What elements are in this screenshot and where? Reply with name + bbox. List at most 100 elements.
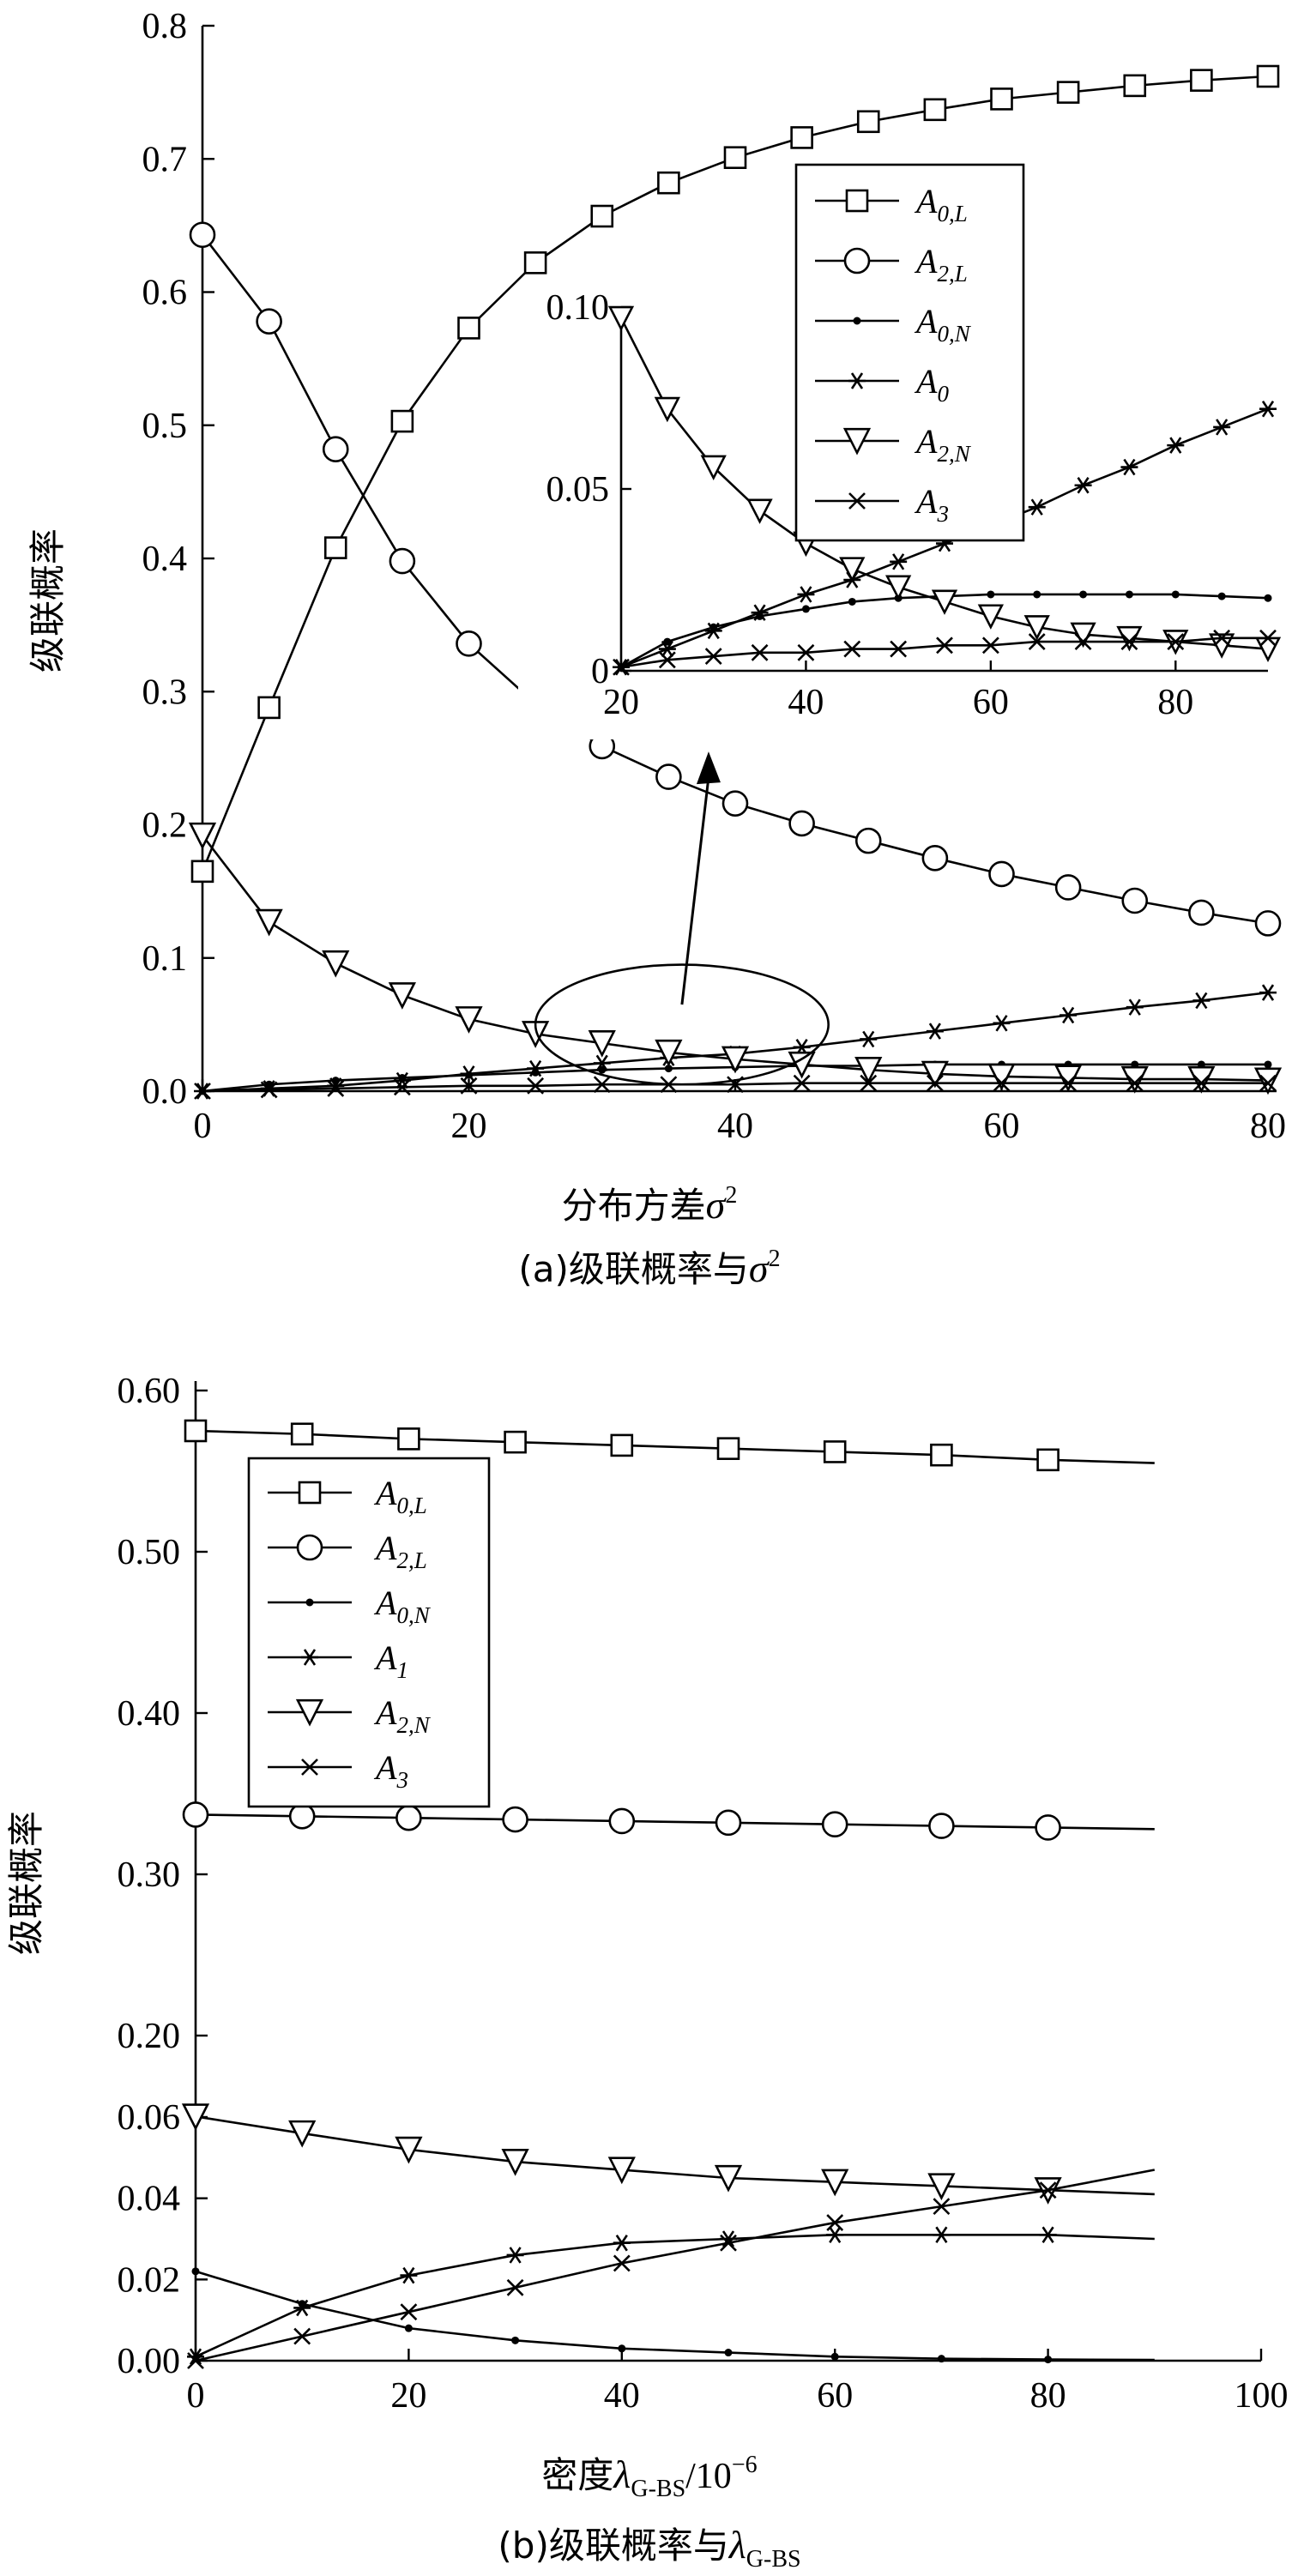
chart-b-series-a3-line [195, 2169, 1156, 2362]
chart-b-series-a2-l-point [502, 1806, 528, 1833]
chart-a-series-a2-l-point [322, 436, 349, 462]
chart-a-inset-series-a3-point [613, 658, 630, 676]
chart-b-series-a2-n-line [195, 2115, 1155, 2196]
chart-a-series-a0-point [1192, 992, 1210, 1010]
chart-a-legend-marker [848, 492, 866, 510]
chart-a-series-a0-l-point [790, 126, 813, 149]
chart-b-series-a2-n [181, 2103, 1155, 2205]
chart-a-series-a2-l-point [1054, 874, 1082, 901]
chart-a-series-a2-l-point [854, 827, 882, 854]
chart-a-inset-series-a3-point [1120, 633, 1138, 650]
chart-a-series-a2-n-point [788, 1051, 816, 1079]
chart-a-y-tick-label: 0.8 [142, 7, 188, 46]
chart-a-series-a0-point [593, 1054, 611, 1072]
chart-a-series-a2-l-point [389, 547, 416, 575]
chart-a-inset-series-a3-point [1028, 633, 1046, 650]
chart-a-inset-series-a0-point [890, 553, 908, 570]
chart-a: 0.00.10.20.30.40.50.60.70.80 20 40 60 80 00.… [27, 7, 1286, 1290]
chart-b-series-a2-n-point [821, 2169, 849, 2197]
chart-a-y-tick-label: 0.7 [142, 140, 188, 179]
chart-b-series-a2-l-point [1035, 1814, 1061, 1841]
chart-a-inset-series-a0-n-point [1171, 590, 1180, 599]
chart-b-series-a2-n-point [714, 2164, 743, 2193]
chart-b-series-a0-l-point [290, 1422, 314, 1446]
chart-b-series-a0-l-point [716, 1437, 740, 1460]
chart-b-series-a2-l-point [182, 1801, 209, 1828]
chart-a-inset-series-a2-n-point [931, 589, 958, 615]
chart-a-series-a2-l-point [1254, 910, 1282, 937]
chart-a-inset-y-tick-label: 0.05 [546, 470, 610, 510]
chart-b-legend-label: A0,L [373, 1474, 427, 1518]
chart-a-inset-series-a3-point [936, 636, 953, 655]
chart-b-series-a0-l-point [397, 1427, 420, 1451]
chart-a-legend-marker [843, 247, 871, 274]
chart-a-legend-marker [848, 372, 866, 389]
chart-b-series-a2-n-point [501, 2148, 529, 2176]
chart-a-legend-box [794, 163, 1025, 542]
chart-a-series-a2-n-line [201, 835, 1269, 1082]
chart-b-series-a1-point [187, 2348, 204, 2365]
chart-a-inset-series-a2-n-point [885, 575, 912, 600]
chart-a-inset-series-a0-point [1213, 419, 1231, 436]
chart-b-series-a1-point [400, 2266, 418, 2284]
chart-b-series-a1-point [933, 2226, 951, 2243]
chart-a-legend-marker [842, 427, 872, 455]
chart-a-series-a0-line [202, 991, 1269, 1093]
chart-b-legend-entry: A0,L [268, 1474, 427, 1518]
chart-b-legend-entry: A2,N [268, 1693, 432, 1738]
chart-a-inset-series-a0-point [797, 586, 815, 603]
chart-a-series-a2-n-point [322, 950, 350, 978]
chart-b-series-a0-n-point [937, 2355, 945, 2363]
chart-a-series-a3-point [393, 1078, 411, 1096]
chart-b-series-a0-l-point [184, 1419, 208, 1443]
chart-b-legend-marker [296, 1534, 323, 1561]
chart-b-series-a1-point [293, 2299, 311, 2317]
chart-b-x-tick-label: 0 [187, 2376, 205, 2416]
chart-a-inset-series-a0-n-point [1125, 590, 1133, 599]
chart-a-series-a0-point [1259, 984, 1277, 1001]
chart-a-inset-series-a2-n-point [1116, 625, 1143, 652]
chart-a-series-a3-point [793, 1074, 811, 1092]
chart-a-inset-series-a3-point [843, 640, 861, 658]
chart-a-inset-y-tick-label: 0.10 [546, 288, 610, 328]
chart-a-inset-series-a0-point [1167, 437, 1185, 454]
chart-b-series-a2-n-point [395, 2136, 423, 2164]
chart-b-series-a3 [187, 2169, 1156, 2369]
chart-a-series-a3-point [1259, 1074, 1277, 1092]
chart-b-series-a0-l [184, 1419, 1155, 1472]
chart-a-inset-series-a3-point [797, 643, 815, 661]
chart-a-arrow-line [680, 776, 710, 1005]
chart-a-series-a2-n [188, 822, 1283, 1095]
chart-a-series-a0-l-point [1190, 69, 1213, 92]
chart-a-series-a0-l-point [657, 171, 680, 195]
chart-a-series-a2-n-point [1120, 1065, 1149, 1094]
chart-a-inset-series-a0-point [704, 622, 722, 640]
chart-b-y-tick-label: 0.00 [118, 2342, 181, 2381]
chart-a-series-a2-n-point [588, 1030, 616, 1058]
chart-b-series-a0-l-point [823, 1440, 847, 1463]
chart-b-series-a3-point [400, 2303, 418, 2321]
chart-a-series-a3-point [1126, 1074, 1144, 1092]
chart-a-legend-entry: A3 [815, 482, 949, 527]
chart-a-y-tick-label: 0.6 [142, 274, 188, 313]
chart-a-x-tick-label: 60 [984, 1107, 1020, 1146]
chart-a-inset-series-a0-point [1074, 477, 1092, 494]
chart-a-inset-series-a2-n-point [746, 498, 773, 524]
chart-a-y-tick-label: 0.5 [142, 407, 188, 446]
chart-b-series-a3-point [187, 2352, 204, 2369]
chart-b-y-tick-label: 0.40 [118, 1694, 181, 1734]
chart-b-series-a2-l-point [608, 1807, 636, 1835]
chart-a-series-a0-l [190, 64, 1280, 884]
chart-a-legend-marker [845, 189, 869, 213]
chart-b-legend-entry: A1 [268, 1638, 408, 1683]
chart-a-inset-series-a0-point [1028, 498, 1046, 516]
chart-b-series-a1-point [613, 2235, 631, 2252]
chart-a-inset-series-a3-point [981, 636, 999, 655]
chart-a-series-a0-point [993, 1015, 1011, 1032]
chart-a-inset-series-a2-n [607, 305, 1282, 663]
chart-a-series-a0-l-point [1256, 64, 1280, 88]
chart-b-series-a0-l-point [610, 1433, 634, 1457]
chart-b-series-a2-l-point [821, 1811, 848, 1838]
chart-b-series-a0-n-point [511, 2336, 520, 2344]
chart-a-series-a3-point [993, 1074, 1011, 1092]
